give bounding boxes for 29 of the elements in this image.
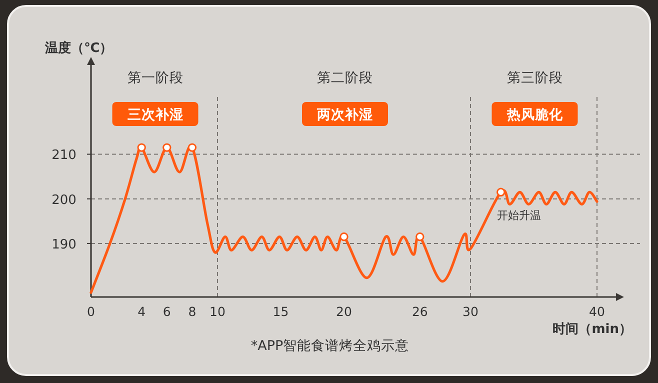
x-tick-label: 15 [272,304,289,319]
x-tick-label: 0 [87,304,96,319]
point [137,143,146,152]
annotation: 热风脆化 [506,107,564,123]
x-tick-label: 6 [162,304,171,319]
x-tick-label: 8 [188,304,196,319]
x-tick-label: 20 [336,304,352,319]
annotation: 第一阶段 [127,70,184,86]
annotation: 第三阶段 [506,70,563,86]
point [188,143,197,152]
y-tick-label: 200 [52,192,76,208]
point [416,232,424,242]
y-axis-title: 温度（℃） [44,40,113,56]
annotation: 两次补湿 [316,106,373,123]
x-tick-label: 30 [462,304,478,319]
annotation: 三次补湿 [127,106,184,123]
y-tick-label: 210 [52,148,76,164]
x-tick-label: 26 [412,304,428,319]
annotation: 第二阶段 [317,70,373,86]
annotation: 开始升温 [496,209,541,222]
text: *APP智能食谱烤全鸡示意 [250,338,410,354]
x-axis-title: 时间（min） [552,322,632,337]
point [496,188,506,197]
y-tick-label: 190 [52,237,76,252]
x-tick-label: 10 [210,304,226,319]
x-tick-label: 4 [138,304,146,319]
x-tick-label: 40 [589,304,605,319]
point [340,232,348,242]
point [162,143,172,152]
